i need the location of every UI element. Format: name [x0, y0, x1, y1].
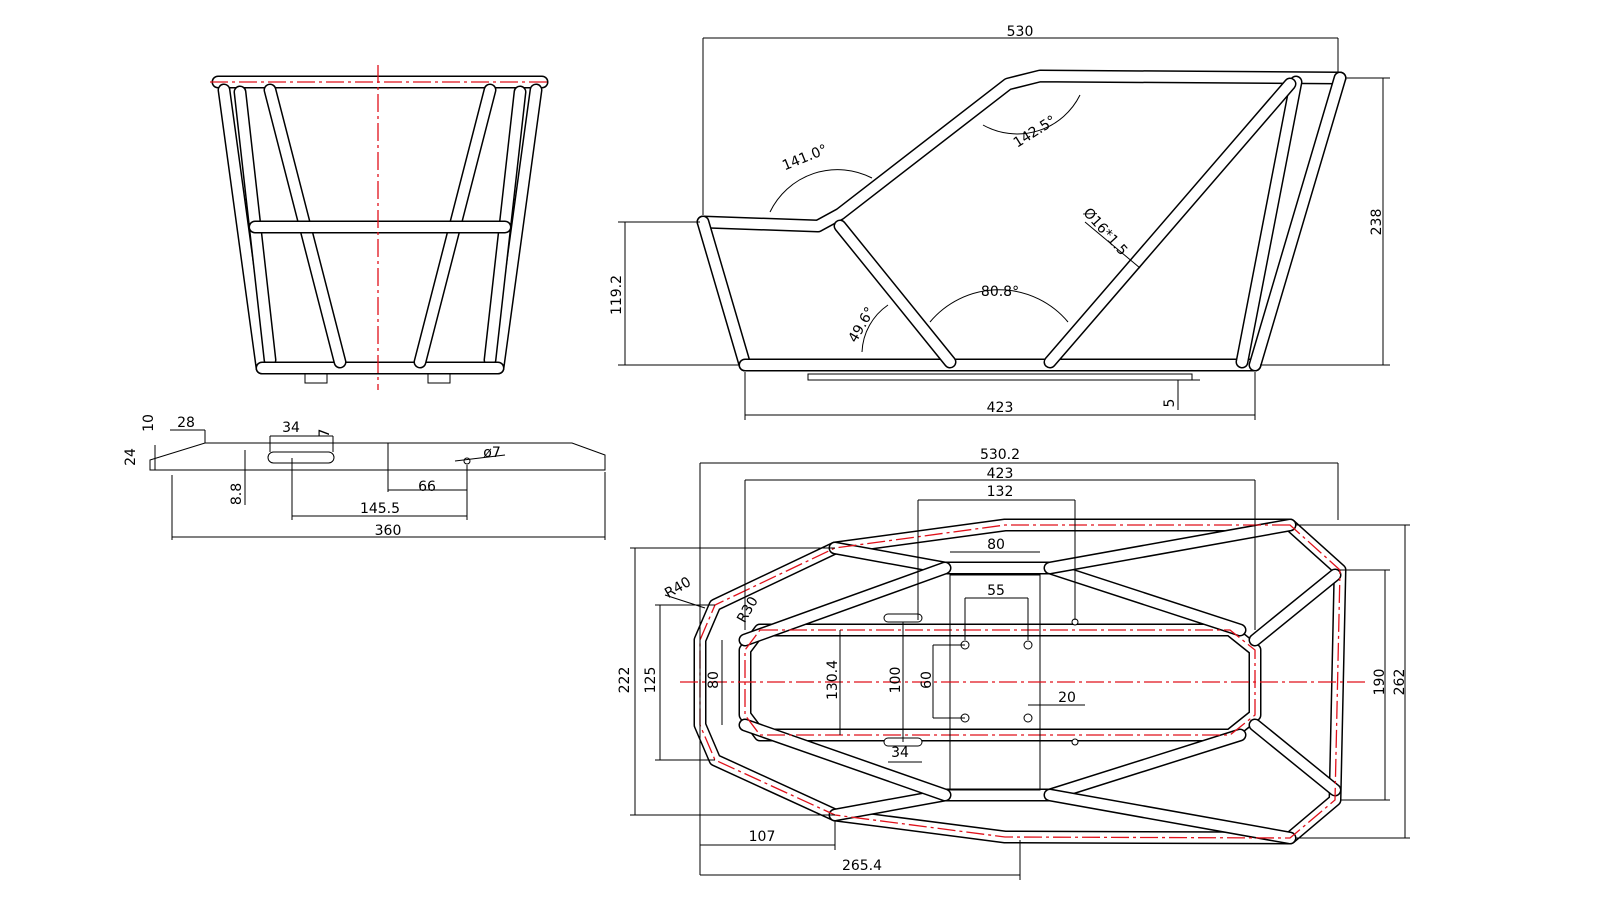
- dimension-label: 60: [919, 671, 935, 689]
- dimension-label: 24: [123, 448, 139, 466]
- foot: [304, 373, 328, 384]
- dimension-line: [1084, 221, 1141, 269]
- undefined-inner: [1045, 79, 1295, 367]
- hole: [1071, 738, 1079, 746]
- dimension-label: 34: [891, 745, 909, 761]
- undefined-inner: [1250, 570, 1340, 645]
- undefined-inner: [219, 85, 267, 373]
- undefined-inner: [1045, 520, 1295, 573]
- dimension-label: 190: [1372, 669, 1388, 696]
- hole: [1023, 640, 1033, 650]
- dimension-label: 530: [1007, 24, 1034, 40]
- dimension-label: 130.4: [825, 660, 841, 700]
- base-plate: [807, 373, 1193, 381]
- dimension-label: 360: [375, 523, 402, 539]
- dimension-label: 238: [1369, 209, 1385, 236]
- dimension-label: 5: [1162, 399, 1178, 408]
- undefined-inner: [740, 720, 950, 800]
- dimension-label: 125: [643, 667, 659, 694]
- dimension-label: 34: [282, 420, 300, 436]
- dimension-label: 222: [617, 667, 633, 694]
- dimension-label: 7: [317, 429, 333, 438]
- dimension-label: 107: [749, 829, 776, 845]
- dimension-label: 530.2: [980, 447, 1020, 463]
- dimension-label: 66: [418, 479, 436, 495]
- dimension-label: 100: [888, 667, 904, 694]
- dimension-label: ø7: [483, 445, 500, 461]
- angle-arc: [982, 94, 1081, 135]
- dimension-label: 10: [141, 414, 157, 432]
- outer-centerline: [699, 524, 1341, 839]
- dimension-label: 28: [177, 415, 195, 431]
- undefined-inner: [1250, 73, 1345, 370]
- undefined-inner: [1237, 77, 1301, 367]
- dimension-line: [664, 594, 706, 609]
- foot: [427, 373, 451, 384]
- undefined-inner: [830, 543, 1245, 635]
- dimension-label: 80: [706, 671, 722, 689]
- dimension-label: 8.8: [229, 483, 245, 505]
- dimension-line: [454, 454, 506, 462]
- angle-arc: [769, 169, 873, 213]
- inner-centerline: [744, 629, 1256, 736]
- dimension-label: 20: [1058, 690, 1076, 706]
- slot: [267, 451, 335, 464]
- dimension-label: 423: [987, 466, 1014, 482]
- angle-arc: [929, 289, 1069, 323]
- dimension-label: 145.5: [360, 501, 400, 517]
- dimension-label: 80: [987, 537, 1005, 553]
- dimension-label: 265.4: [842, 858, 882, 874]
- undefined-inner: [830, 730, 1245, 820]
- dimension-label: 119.2: [609, 275, 625, 315]
- dimension-label: 55: [987, 583, 1005, 599]
- undefined-inner: [493, 85, 541, 373]
- undefined-inner: [698, 217, 750, 370]
- undefined-inner: [835, 221, 955, 367]
- slot: [883, 613, 923, 623]
- angle-arc: [861, 304, 889, 353]
- undefined-inner: [740, 563, 950, 645]
- dimension-label: 262: [1392, 669, 1408, 696]
- dimension-label: 132: [987, 484, 1014, 500]
- undefined-inner: [698, 71, 1345, 231]
- dimension-label: 80.8°: [981, 284, 1019, 300]
- undefined-inner: [1045, 790, 1295, 843]
- undefined-inner: [1250, 720, 1340, 795]
- hole: [1023, 713, 1033, 723]
- bracket-plate: [149, 442, 606, 471]
- dimension-label: 423: [987, 400, 1014, 416]
